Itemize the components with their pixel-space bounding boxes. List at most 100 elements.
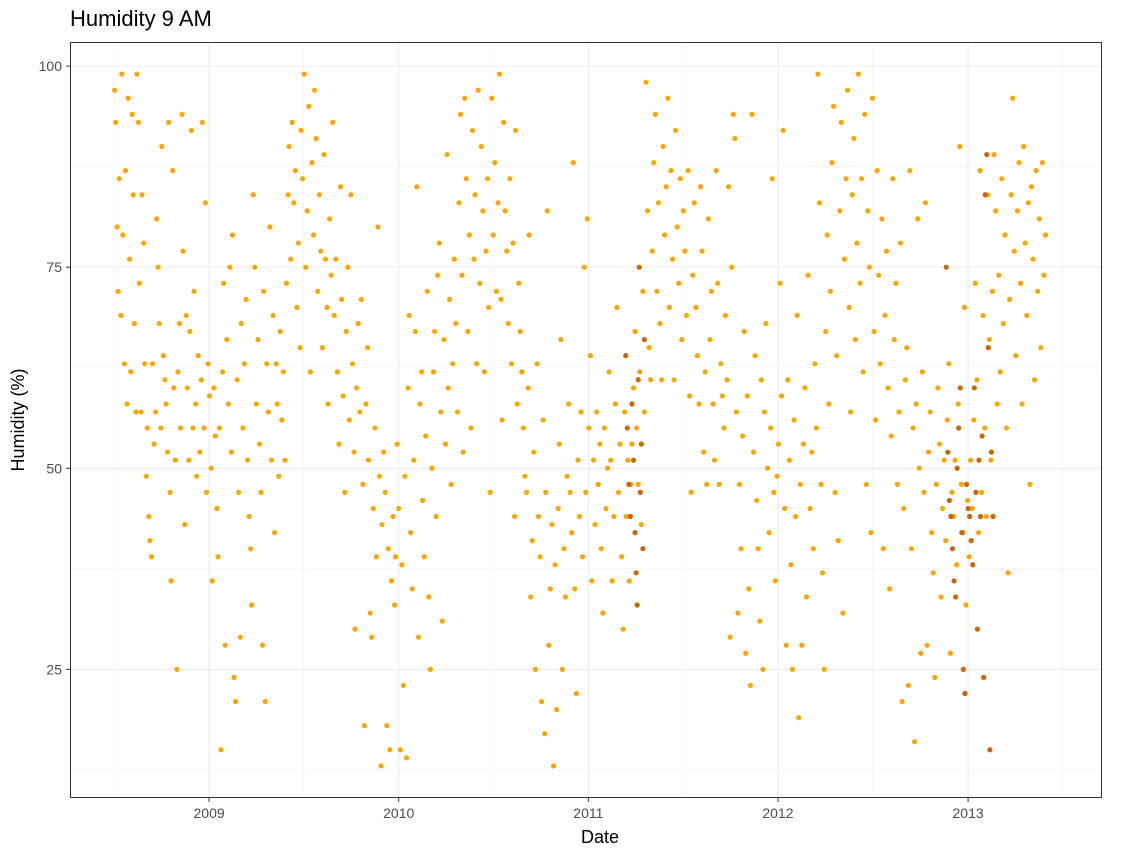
data-point <box>340 393 346 399</box>
data-point <box>454 409 461 415</box>
data-point <box>948 513 954 520</box>
data-point <box>963 602 969 608</box>
data-point <box>837 208 843 214</box>
data-point <box>480 208 486 214</box>
data-point <box>372 425 378 431</box>
data-point <box>1002 232 1008 238</box>
data-point <box>197 449 203 455</box>
data-point <box>636 264 642 270</box>
data-point <box>755 546 761 552</box>
data-point <box>121 361 128 367</box>
data-point <box>840 610 846 616</box>
data-point <box>637 489 643 495</box>
data-point <box>772 578 778 584</box>
data-point <box>511 513 518 520</box>
data-point <box>147 538 153 544</box>
data-point <box>990 513 996 520</box>
data-point <box>529 538 535 544</box>
data-point <box>953 594 959 600</box>
data-point <box>447 296 453 302</box>
data-point <box>989 288 996 294</box>
data-point <box>184 385 190 391</box>
data-point <box>227 264 233 270</box>
data-point <box>768 425 774 431</box>
data-point <box>212 433 218 439</box>
data-point <box>807 505 813 512</box>
data-point <box>830 103 837 109</box>
data-point <box>956 425 962 431</box>
data-point <box>713 168 719 174</box>
data-point <box>988 449 995 455</box>
data-point <box>270 312 276 319</box>
data-point <box>918 650 924 656</box>
data-point <box>601 425 608 431</box>
data-point <box>589 578 595 584</box>
data-point <box>697 184 704 190</box>
data-point <box>138 409 144 415</box>
data-point <box>907 168 913 174</box>
data-point <box>641 409 648 415</box>
data-point <box>273 361 279 367</box>
data-point <box>426 594 432 600</box>
data-point <box>721 425 727 431</box>
data-point <box>977 168 983 174</box>
data-point <box>250 192 256 198</box>
data-point <box>408 530 414 536</box>
data-point <box>246 513 252 520</box>
data-point <box>947 650 954 656</box>
data-point <box>384 723 390 729</box>
data-point <box>453 320 459 327</box>
data-point <box>649 248 655 254</box>
data-point <box>606 369 612 375</box>
data-point <box>771 489 777 495</box>
data-point <box>674 224 680 230</box>
data-point <box>328 272 334 278</box>
data-point <box>786 457 792 463</box>
data-point <box>985 345 991 351</box>
data-point <box>722 312 729 319</box>
data-point <box>274 401 280 407</box>
data-point <box>162 377 168 383</box>
data-point <box>203 489 210 495</box>
data-point <box>229 232 236 238</box>
plot-panel-border <box>70 42 1102 798</box>
data-point <box>370 505 376 512</box>
data-point <box>660 143 666 150</box>
data-point <box>504 248 510 254</box>
data-point <box>866 264 872 270</box>
data-point <box>289 119 295 125</box>
data-point <box>951 578 957 584</box>
data-point <box>630 457 637 463</box>
data-point <box>459 272 465 278</box>
data-point <box>559 666 565 672</box>
data-point <box>1035 288 1041 294</box>
data-point <box>595 481 601 487</box>
data-point <box>382 489 388 495</box>
data-point <box>255 336 261 343</box>
data-point <box>876 272 882 278</box>
data-point <box>959 530 965 536</box>
data-point <box>538 698 545 705</box>
data-point <box>355 320 361 327</box>
data-point <box>590 457 597 463</box>
data-point <box>209 578 215 584</box>
data-point <box>186 457 192 463</box>
data-point <box>154 216 160 222</box>
data-point <box>769 176 775 182</box>
data-point <box>614 304 620 310</box>
data-point <box>677 176 683 182</box>
data-point <box>968 538 974 544</box>
data-point <box>465 328 471 335</box>
data-point <box>611 513 617 520</box>
data-point <box>809 449 815 455</box>
data-point <box>635 481 641 487</box>
data-point <box>976 457 982 463</box>
data-point <box>234 377 240 383</box>
data-point <box>982 192 988 198</box>
data-point <box>834 353 840 359</box>
data-point <box>966 554 972 560</box>
data-point <box>710 401 716 407</box>
data-point <box>1031 377 1038 383</box>
data-point <box>644 208 651 214</box>
